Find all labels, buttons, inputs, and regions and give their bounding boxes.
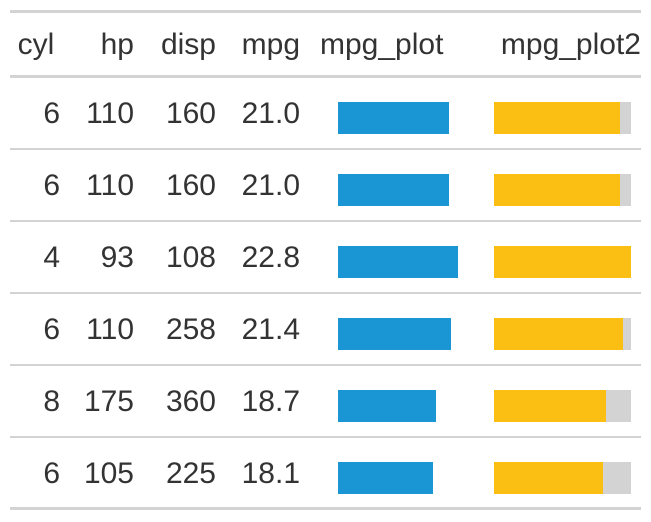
cell-disp: 258	[134, 294, 216, 366]
cell-cyl: 6	[10, 78, 60, 150]
cell-mpg: 21.0	[216, 78, 300, 150]
table-header: cyl hp disp mpg mpg_plot mpg_plot2	[10, 13, 641, 77]
cell-mpg: 22.8	[216, 222, 300, 294]
mpg-bar2-fill	[494, 246, 631, 278]
cell-mpg: 21.0	[216, 150, 300, 222]
cell-disp: 108	[134, 222, 216, 294]
mpg-bar2-track	[494, 174, 631, 206]
cell-hp: 105	[60, 438, 134, 510]
mpg-bar2-track	[494, 390, 631, 422]
cell-disp: 160	[134, 150, 216, 222]
cell-hp: 110	[60, 294, 134, 366]
table-row: 6 110 258 21.4	[10, 294, 641, 366]
mpg-bar2-fill	[494, 390, 606, 422]
cell-hp: 110	[60, 150, 134, 222]
mpg-bar	[338, 246, 458, 278]
cell-cyl: 6	[10, 294, 60, 366]
mpg-bar2-track	[494, 318, 631, 350]
cell-mpg: 21.4	[216, 294, 300, 366]
header-disp: disp	[134, 13, 216, 77]
mpg-bar	[338, 390, 436, 422]
header-mpg-plot2: mpg_plot2	[476, 13, 641, 77]
mpg-bar	[338, 102, 449, 134]
mpg-bar2-fill	[494, 318, 623, 350]
mpg-bar2-track	[494, 246, 631, 278]
cell-disp: 360	[134, 366, 216, 438]
header-mpg-plot: mpg_plot	[320, 13, 468, 77]
cell-cyl: 6	[10, 438, 60, 510]
cell-mpg: 18.1	[216, 438, 300, 510]
mpg-bar2-fill	[494, 462, 603, 494]
mpg-bar	[338, 318, 451, 350]
cell-cyl: 6	[10, 150, 60, 222]
header-mpg: mpg	[216, 13, 300, 77]
table-bottom-rule	[10, 507, 641, 510]
header-cyl: cyl	[10, 13, 62, 77]
mpg-bar2-fill	[494, 102, 620, 134]
mpg-bar2-track	[494, 102, 631, 134]
mpg-bar	[338, 462, 433, 494]
cell-cyl: 4	[10, 222, 60, 294]
cell-hp: 93	[60, 222, 134, 294]
cell-hp: 110	[60, 78, 134, 150]
table-row: 4 93 108 22.8	[10, 222, 641, 294]
table-row: 6 110 160 21.0	[10, 150, 641, 222]
header-hp: hp	[60, 13, 134, 77]
mpg-bar	[338, 174, 449, 206]
table-row: 6 105 225 18.1	[10, 438, 641, 510]
cell-hp: 175	[60, 366, 134, 438]
mpg-bar2-fill	[494, 174, 620, 206]
table-row: 6 110 160 21.0	[10, 78, 641, 150]
cell-disp: 225	[134, 438, 216, 510]
cell-cyl: 8	[10, 366, 60, 438]
cell-mpg: 18.7	[216, 366, 300, 438]
table-row: 8 175 360 18.7	[10, 366, 641, 438]
cell-disp: 160	[134, 78, 216, 150]
mpg-bar2-track	[494, 462, 631, 494]
